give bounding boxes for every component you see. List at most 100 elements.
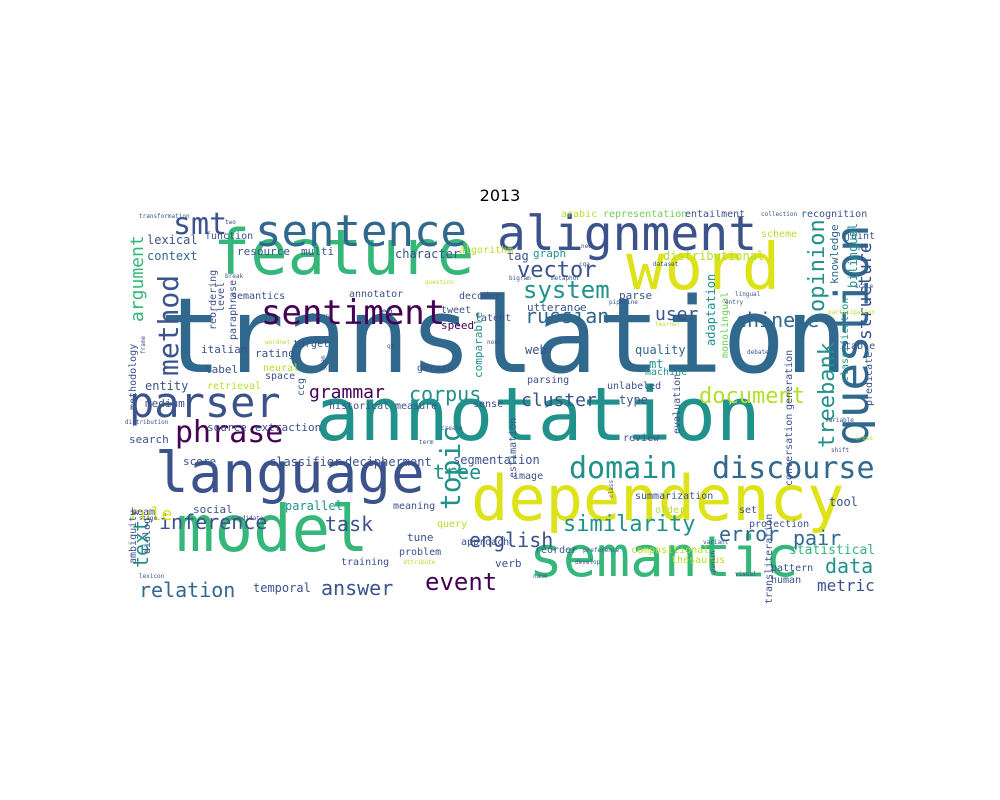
word-data: data: [825, 554, 874, 578]
word-variant: variant: [703, 539, 729, 546]
word-conversation: conversation: [784, 413, 795, 486]
word-recognition: recognition: [801, 210, 868, 220]
word-latent: latent: [475, 313, 512, 324]
word-generation: generation: [784, 349, 795, 410]
word-meaning: meaning: [393, 501, 436, 512]
word-extraction: extraction: [255, 421, 322, 434]
word-mt: mt: [649, 357, 664, 371]
word-german: german: [417, 363, 454, 374]
word-bigram: bigram: [509, 275, 531, 282]
word-collection: collection: [761, 211, 798, 218]
word-distribution: distribution: [125, 419, 169, 426]
word-label: label: [205, 363, 239, 376]
word-quality: quality: [635, 343, 686, 357]
word-candidate: candidate: [231, 515, 264, 522]
word-pattern: pattern: [771, 563, 814, 574]
word-class: class: [608, 479, 615, 498]
word-representation: representation: [603, 210, 688, 220]
word-attribute: attribute: [403, 559, 436, 566]
word-summarization: summarization: [635, 491, 714, 502]
word-tool: tool: [829, 495, 858, 509]
word-scheme: scheme: [761, 229, 798, 240]
word-feature: feature: [213, 216, 475, 289]
word-transliteration: transliteration: [764, 513, 775, 604]
word-parallel: parallel: [285, 499, 343, 513]
word-algorithm: algorithm: [459, 245, 514, 256]
word-metric: metric: [817, 576, 875, 595]
word-break: break: [225, 273, 244, 280]
word-utterance: utterance: [527, 301, 587, 314]
word-rule: rule: [129, 504, 173, 525]
word-function: function: [205, 231, 254, 242]
word-debate: debate: [747, 349, 769, 356]
word-sense: sense: [473, 399, 504, 410]
word-vector: vector: [517, 258, 597, 283]
word-method: method: [152, 274, 185, 376]
word-error: error: [719, 522, 780, 546]
word-arabic: arabic: [561, 210, 598, 220]
word-shift: shift: [831, 447, 850, 454]
word-lexicon: lexicon: [139, 573, 165, 580]
word-semantics: semantics: [231, 291, 286, 302]
word-stage: stage: [139, 515, 158, 522]
word-argument: argument: [127, 235, 148, 322]
word-decoder: decoder: [459, 291, 502, 302]
word-pipeline: pipeline: [609, 299, 638, 306]
word-multi: multi: [301, 245, 335, 258]
word-document: document: [699, 384, 805, 409]
word-sentiment: sentiment: [261, 293, 446, 333]
word-predicate: predicate: [864, 351, 875, 406]
word-grammar: grammar: [309, 382, 385, 403]
word-distributional: distributional: [663, 249, 765, 263]
word-cross: cross: [855, 435, 874, 442]
word-system: system: [523, 276, 610, 304]
word-segmentation: segmentation: [453, 453, 540, 467]
word-create: create: [441, 425, 463, 432]
word-en: en: [381, 307, 394, 318]
word-cloud: translation annotation feature word model lan…: [125, 210, 875, 604]
word-level: level: [216, 281, 227, 312]
word-beam: beam: [131, 507, 156, 518]
word-participation: participation: [828, 309, 875, 316]
word-entity: entity: [145, 379, 189, 393]
word-context: context: [147, 249, 198, 263]
word-social: social: [193, 503, 233, 516]
word-parse: parse: [619, 289, 653, 302]
word-compositional: compositional: [631, 545, 710, 556]
word-neural: neural: [263, 363, 300, 374]
word-knowledge: knowledge: [828, 224, 841, 284]
word-historical: historical: [329, 401, 390, 412]
word-cqa: cqa: [579, 261, 590, 268]
word-noun: noun: [487, 339, 502, 346]
word-smt: smt: [173, 210, 228, 242]
word-retrieval: retrieval: [207, 381, 262, 392]
word-spanish: spanish: [710, 550, 717, 576]
word-dependency: dependency: [471, 462, 845, 535]
word-metaphor: metaphor: [551, 275, 580, 282]
word-discourse: discourse: [712, 451, 875, 486]
word-gram: gram: [320, 355, 327, 370]
word-annotator: annotator: [349, 289, 404, 300]
word-parser: parser: [129, 378, 281, 427]
word-sentence: sentence: [255, 210, 467, 257]
word-language: language: [155, 441, 425, 506]
word-task: task: [325, 512, 374, 536]
word-treebank: treebank: [815, 342, 840, 448]
word-tweet: tweet: [441, 305, 472, 316]
word-annotation: annotation: [315, 372, 761, 458]
word-source: source: [207, 421, 247, 434]
word-learner: learner: [655, 321, 681, 328]
word-tree: tree: [433, 460, 482, 484]
word-cluster: cluster: [521, 390, 597, 411]
word-translation: translation: [159, 275, 848, 397]
word-term: term: [419, 439, 434, 446]
word-temporal: temporal: [253, 581, 311, 595]
word-speed: speed: [441, 319, 475, 332]
word-bilingual: bilingual: [846, 222, 860, 288]
word-dialog: dialog: [142, 517, 153, 554]
word-entailment: entailment: [685, 210, 746, 220]
word-table: table: [845, 341, 875, 352]
word-human: human: [771, 575, 802, 586]
word-training: training: [341, 557, 390, 568]
word-semantic: semantic: [529, 525, 799, 590]
